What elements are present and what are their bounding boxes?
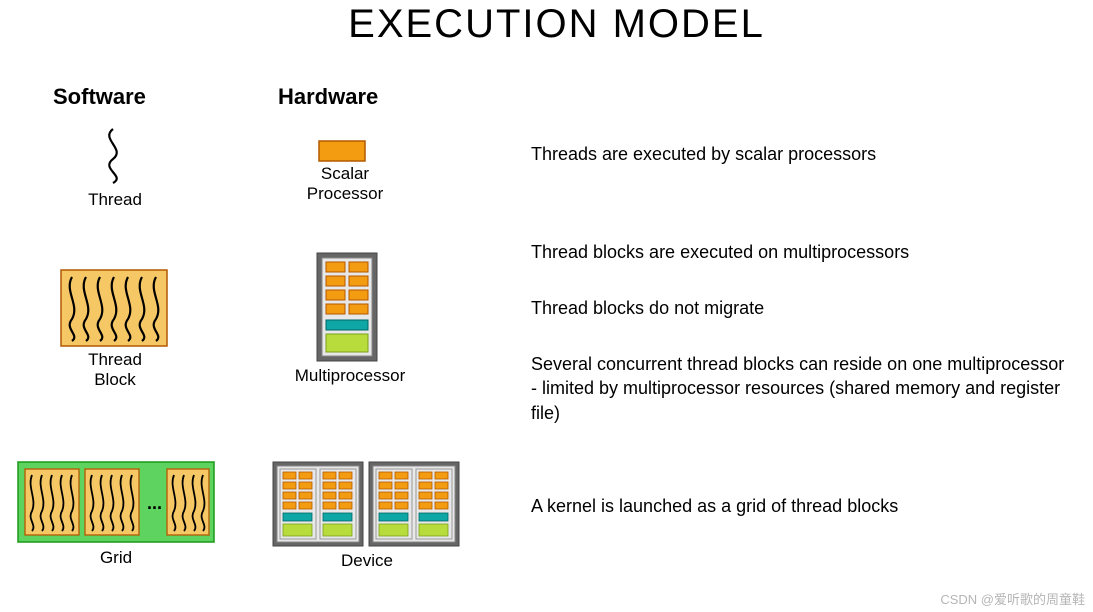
thread-block-icon xyxy=(60,269,168,347)
multiprocessor-label: Multiprocessor xyxy=(280,366,420,386)
hardware-header: Hardware xyxy=(278,84,378,110)
watermark: CSDN @爱听歌的周童鞋 xyxy=(940,589,1085,608)
scalar-label-2: Processor xyxy=(290,184,400,204)
software-header: Software xyxy=(53,84,146,110)
desc-4: Several concurrent thread blocks can res… xyxy=(531,352,1071,425)
scalar-label-1: Scalar xyxy=(290,164,400,184)
desc-5: A kernel is launched as a grid of thread… xyxy=(531,494,1071,518)
thread-label: Thread xyxy=(60,190,170,210)
device-icon xyxy=(272,461,462,547)
desc-2: Thread blocks are executed on multiproce… xyxy=(531,240,1071,264)
multiprocessor-icon xyxy=(316,252,378,362)
desc-1: Threads are executed by scalar processor… xyxy=(531,142,1071,166)
device-label: Device xyxy=(272,551,462,571)
scalar-processor-icon xyxy=(318,140,366,162)
grid-label: Grid xyxy=(17,548,215,568)
thread-icon xyxy=(88,126,138,186)
desc-3: Thread blocks do not migrate xyxy=(531,296,1071,320)
thread-block-label-1: Thread xyxy=(60,350,170,370)
svg-text:...: ... xyxy=(147,493,162,513)
grid-icon: ... xyxy=(17,461,215,543)
thread-block-label-2: Block xyxy=(60,370,170,390)
page-title: EXECUTION MODEL xyxy=(0,2,1093,47)
